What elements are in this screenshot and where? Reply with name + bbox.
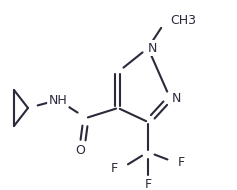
Text: CH3: CH3	[170, 13, 196, 26]
Text: O: O	[75, 143, 85, 157]
Text: NH: NH	[49, 93, 67, 107]
Text: N: N	[148, 41, 157, 55]
Text: F: F	[111, 162, 118, 174]
Text: F: F	[178, 155, 185, 169]
Text: F: F	[144, 178, 152, 190]
Text: N: N	[172, 93, 181, 105]
